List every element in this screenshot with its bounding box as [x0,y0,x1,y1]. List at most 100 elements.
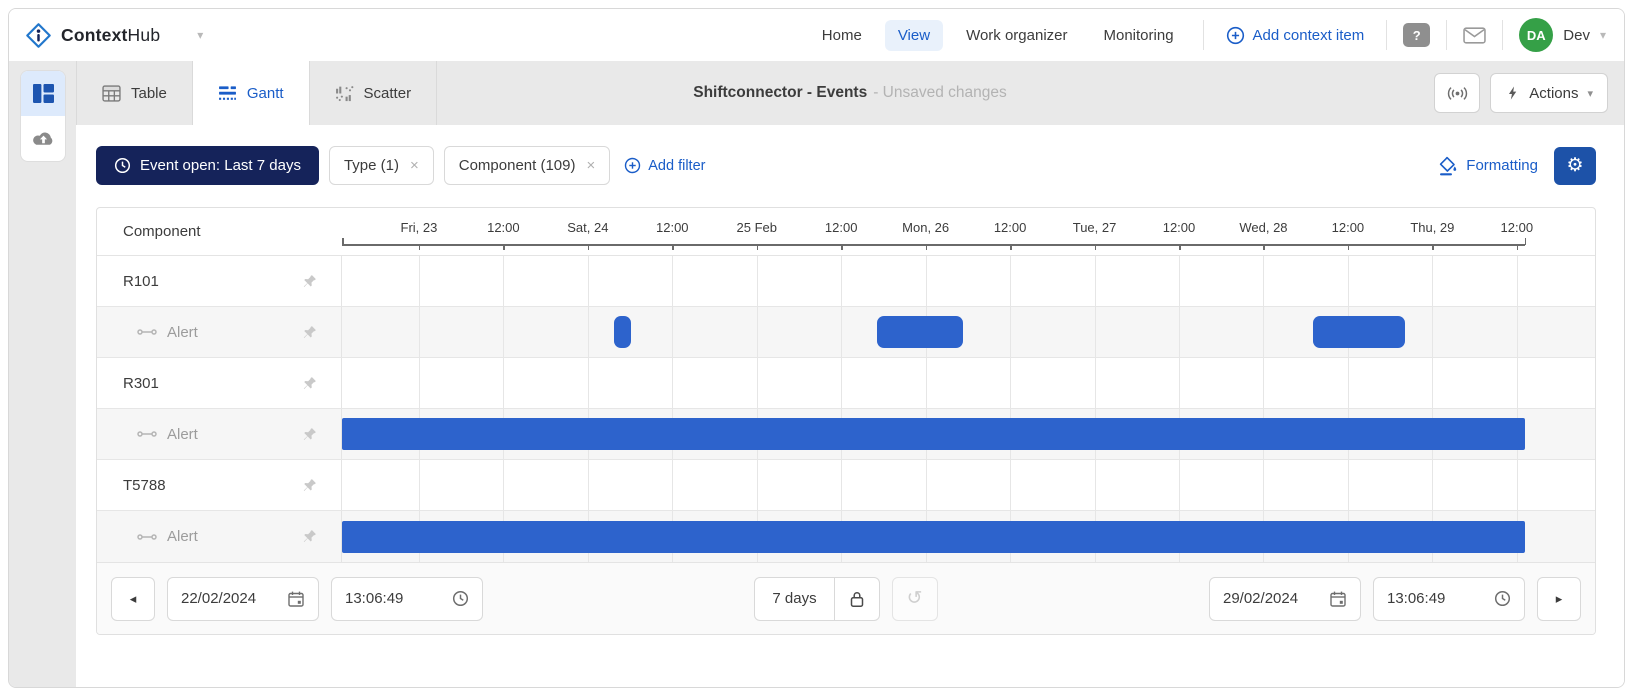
envelope-icon [1463,26,1487,44]
gantt-panel: Component Fri, 23 12:00 Sat, 24 12:00 25 Feb… [96,207,1596,635]
sidebar-item-dashboard[interactable] [21,71,65,116]
contexthub-logo-icon [25,22,52,49]
range-start-group: ◂ 22/02/2024 13:06:49 [111,576,483,621]
gridline [1347,358,1349,408]
messages-button[interactable] [1463,26,1487,44]
row-label: Alert [167,425,198,443]
plus-circle-icon [624,157,641,174]
help-button[interactable]: ? [1403,23,1431,47]
gridline [503,307,505,357]
gear-icon: ⚙ [1566,155,1584,176]
add-context-item-button[interactable]: Add context item [1220,26,1371,45]
gridline [587,358,589,408]
tab-gantt[interactable]: Gantt [192,61,310,125]
pin-icon[interactable] [302,529,317,544]
axis-end-tick [1524,238,1527,245]
row-timeline [342,511,1595,562]
formatting-button[interactable]: Formatting [1438,156,1538,176]
user-name: Dev [1563,26,1590,44]
page-title: Shiftconnector - Events [693,84,868,101]
nav-item-monitoring[interactable]: Monitoring [1103,26,1174,44]
filter-pill-component-109-[interactable]: Component (109) × [443,146,611,185]
nav-item-work-organizer[interactable]: Work organizer [966,26,1068,44]
question-icon: ? [1412,27,1421,43]
workspace-caret-icon[interactable]: ▾ [197,28,204,42]
row-label-cell[interactable]: T5788 [97,460,342,510]
lock-icon [849,590,865,608]
gridline [1094,307,1096,357]
lock-duration-button[interactable] [833,577,879,620]
axis-line [342,244,1525,246]
axis-tick-label: 12:00 [1331,220,1365,235]
live-broadcast-button[interactable] [1434,73,1481,113]
filter-bar: Event open: Last 7 days Type (1) × Compone… [96,146,1596,185]
gridline [587,460,589,510]
shift-back-button[interactable]: ◂ [111,576,155,621]
gridline [1432,256,1434,306]
event-bar[interactable] [877,316,964,348]
row-timeline [342,256,1595,306]
duration-control: 7 days [754,576,880,621]
pin-icon[interactable] [302,376,317,391]
duration-value[interactable]: 7 days [772,590,817,607]
pin-icon[interactable] [302,325,317,340]
axis-tick [1263,245,1265,250]
axis-tick [1179,245,1181,250]
end-time-input[interactable]: 13:06:49 [1372,576,1525,621]
gridline [1179,460,1180,510]
add-filter-button[interactable]: Add filter [624,157,705,174]
gridline [1010,307,1012,357]
pin-icon[interactable] [302,427,317,442]
event-bar[interactable] [1313,316,1405,348]
user-menu[interactable]: DA Dev ▾ [1519,18,1606,52]
close-icon[interactable]: × [409,157,419,174]
shift-forward-button[interactable]: ▸ [1536,576,1581,621]
tab-table[interactable]: Table [76,61,193,125]
sidebar-item-upload[interactable] [21,116,65,161]
close-icon[interactable]: × [586,157,596,174]
axis-tick-label: 25 Feb [736,220,777,235]
row-label-cell[interactable]: R101 [97,256,342,306]
actions-button[interactable]: Actions ▾ [1490,73,1608,113]
axis-tick-label: 12:00 [487,220,520,235]
nav-item-home[interactable]: Home [821,26,862,44]
gridline [1347,460,1349,510]
pin-icon[interactable] [302,274,317,289]
axis-tick [418,245,421,250]
gridline [587,307,589,357]
clock-icon [452,590,469,607]
filter-pill-type-1-[interactable]: Type (1) × [328,146,434,185]
gridline [503,460,505,510]
pin-icon[interactable] [302,478,317,493]
row-label: R101 [123,272,159,290]
event-bar[interactable] [342,520,1525,553]
end-date-input[interactable]: 29/02/2024 [1208,576,1361,621]
time-filter-pill[interactable]: Event open: Last 7 days [96,146,319,185]
table-icon [102,84,121,102]
row-label-cell[interactable]: Alert [97,511,342,562]
link-icon [137,429,157,439]
event-bar[interactable] [613,316,632,348]
user-avatar: DA [1519,18,1554,52]
row-label-cell[interactable]: Alert [97,307,342,357]
gridline [756,307,758,357]
gridline [1094,358,1096,408]
nav-item-view[interactable]: View [884,19,944,51]
event-bar[interactable] [342,418,1525,450]
gantt-row-alert: Alert [97,409,1595,460]
tab-scatter[interactable]: Scatter [310,61,438,125]
app-logo[interactable]: ContextHub ▾ [25,22,203,49]
scatter-icon [335,85,354,102]
gantt-row-alert: Alert [97,307,1595,358]
row-label-cell[interactable]: Alert [97,409,342,459]
start-date-input[interactable]: 22/02/2024 [167,576,319,621]
tab-label: Gantt [246,84,284,102]
row-label: Alert [167,528,198,545]
start-time-input[interactable]: 13:06:49 [331,576,483,621]
chevron-left-icon: ◂ [129,590,137,606]
history-icon: ↺ [906,588,923,609]
dashboard-layout-icon [32,84,54,103]
settings-button[interactable]: ⚙ [1554,146,1596,185]
reset-time-range-button[interactable]: ↺ [891,576,938,621]
row-label-cell[interactable]: R301 [97,358,342,408]
